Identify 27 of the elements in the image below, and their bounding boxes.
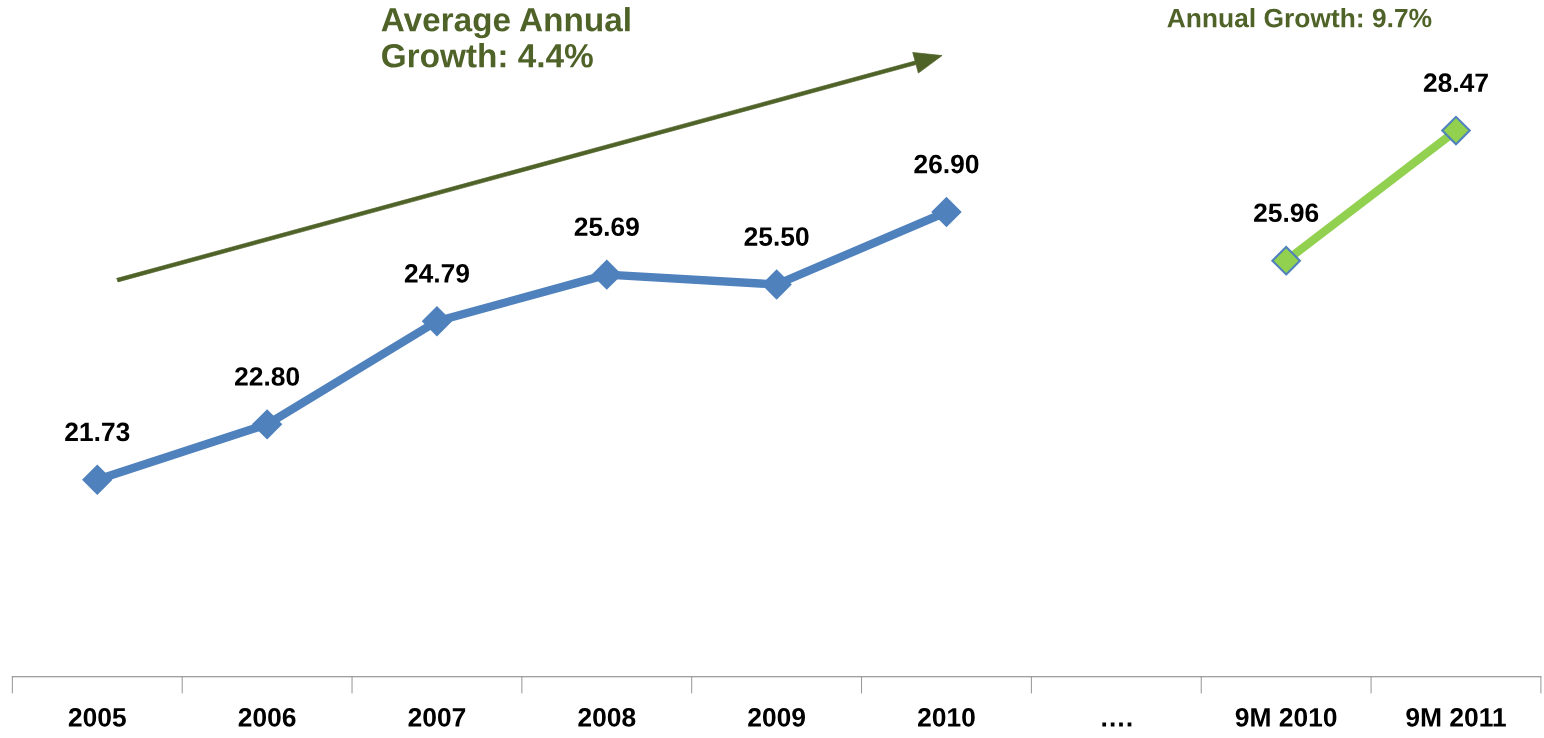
point (1271, 245, 1301, 276)
point (1441, 115, 1471, 146)
point (82, 465, 113, 495)
x-tick-label: 2010 (918, 708, 975, 727)
data-label: 26.90 (914, 154, 979, 174)
x-tick-label: 2008 (578, 708, 636, 727)
x-tick-label: 2009 (748, 708, 806, 727)
point (931, 197, 962, 227)
point (252, 409, 282, 440)
text: Average Annual Growth: 4.4% (381, 7, 630, 68)
x-tick-label: 2007 (408, 708, 466, 727)
data-label: 22.80 (235, 367, 300, 386)
x-tick-label: 9M 2011 (1406, 708, 1506, 727)
x-tick-label: 9M 2010 (1235, 708, 1337, 727)
point (761, 269, 792, 300)
x-tick-label: 2005 (68, 708, 126, 727)
x-tick-label: …. (1102, 722, 1132, 727)
data-label: 21.73 (65, 422, 130, 442)
data-label: 28.47 (1423, 73, 1488, 93)
data-label: 24.79 (404, 264, 469, 283)
point (422, 306, 452, 337)
point (592, 259, 622, 290)
data-label: 25.69 (574, 217, 639, 237)
data-label: 25.50 (744, 227, 809, 246)
data-label: 25.96 (1254, 203, 1319, 223)
text: Annual Growth: 9.7% (1167, 8, 1432, 28)
x-tick-label: 2006 (238, 708, 296, 727)
